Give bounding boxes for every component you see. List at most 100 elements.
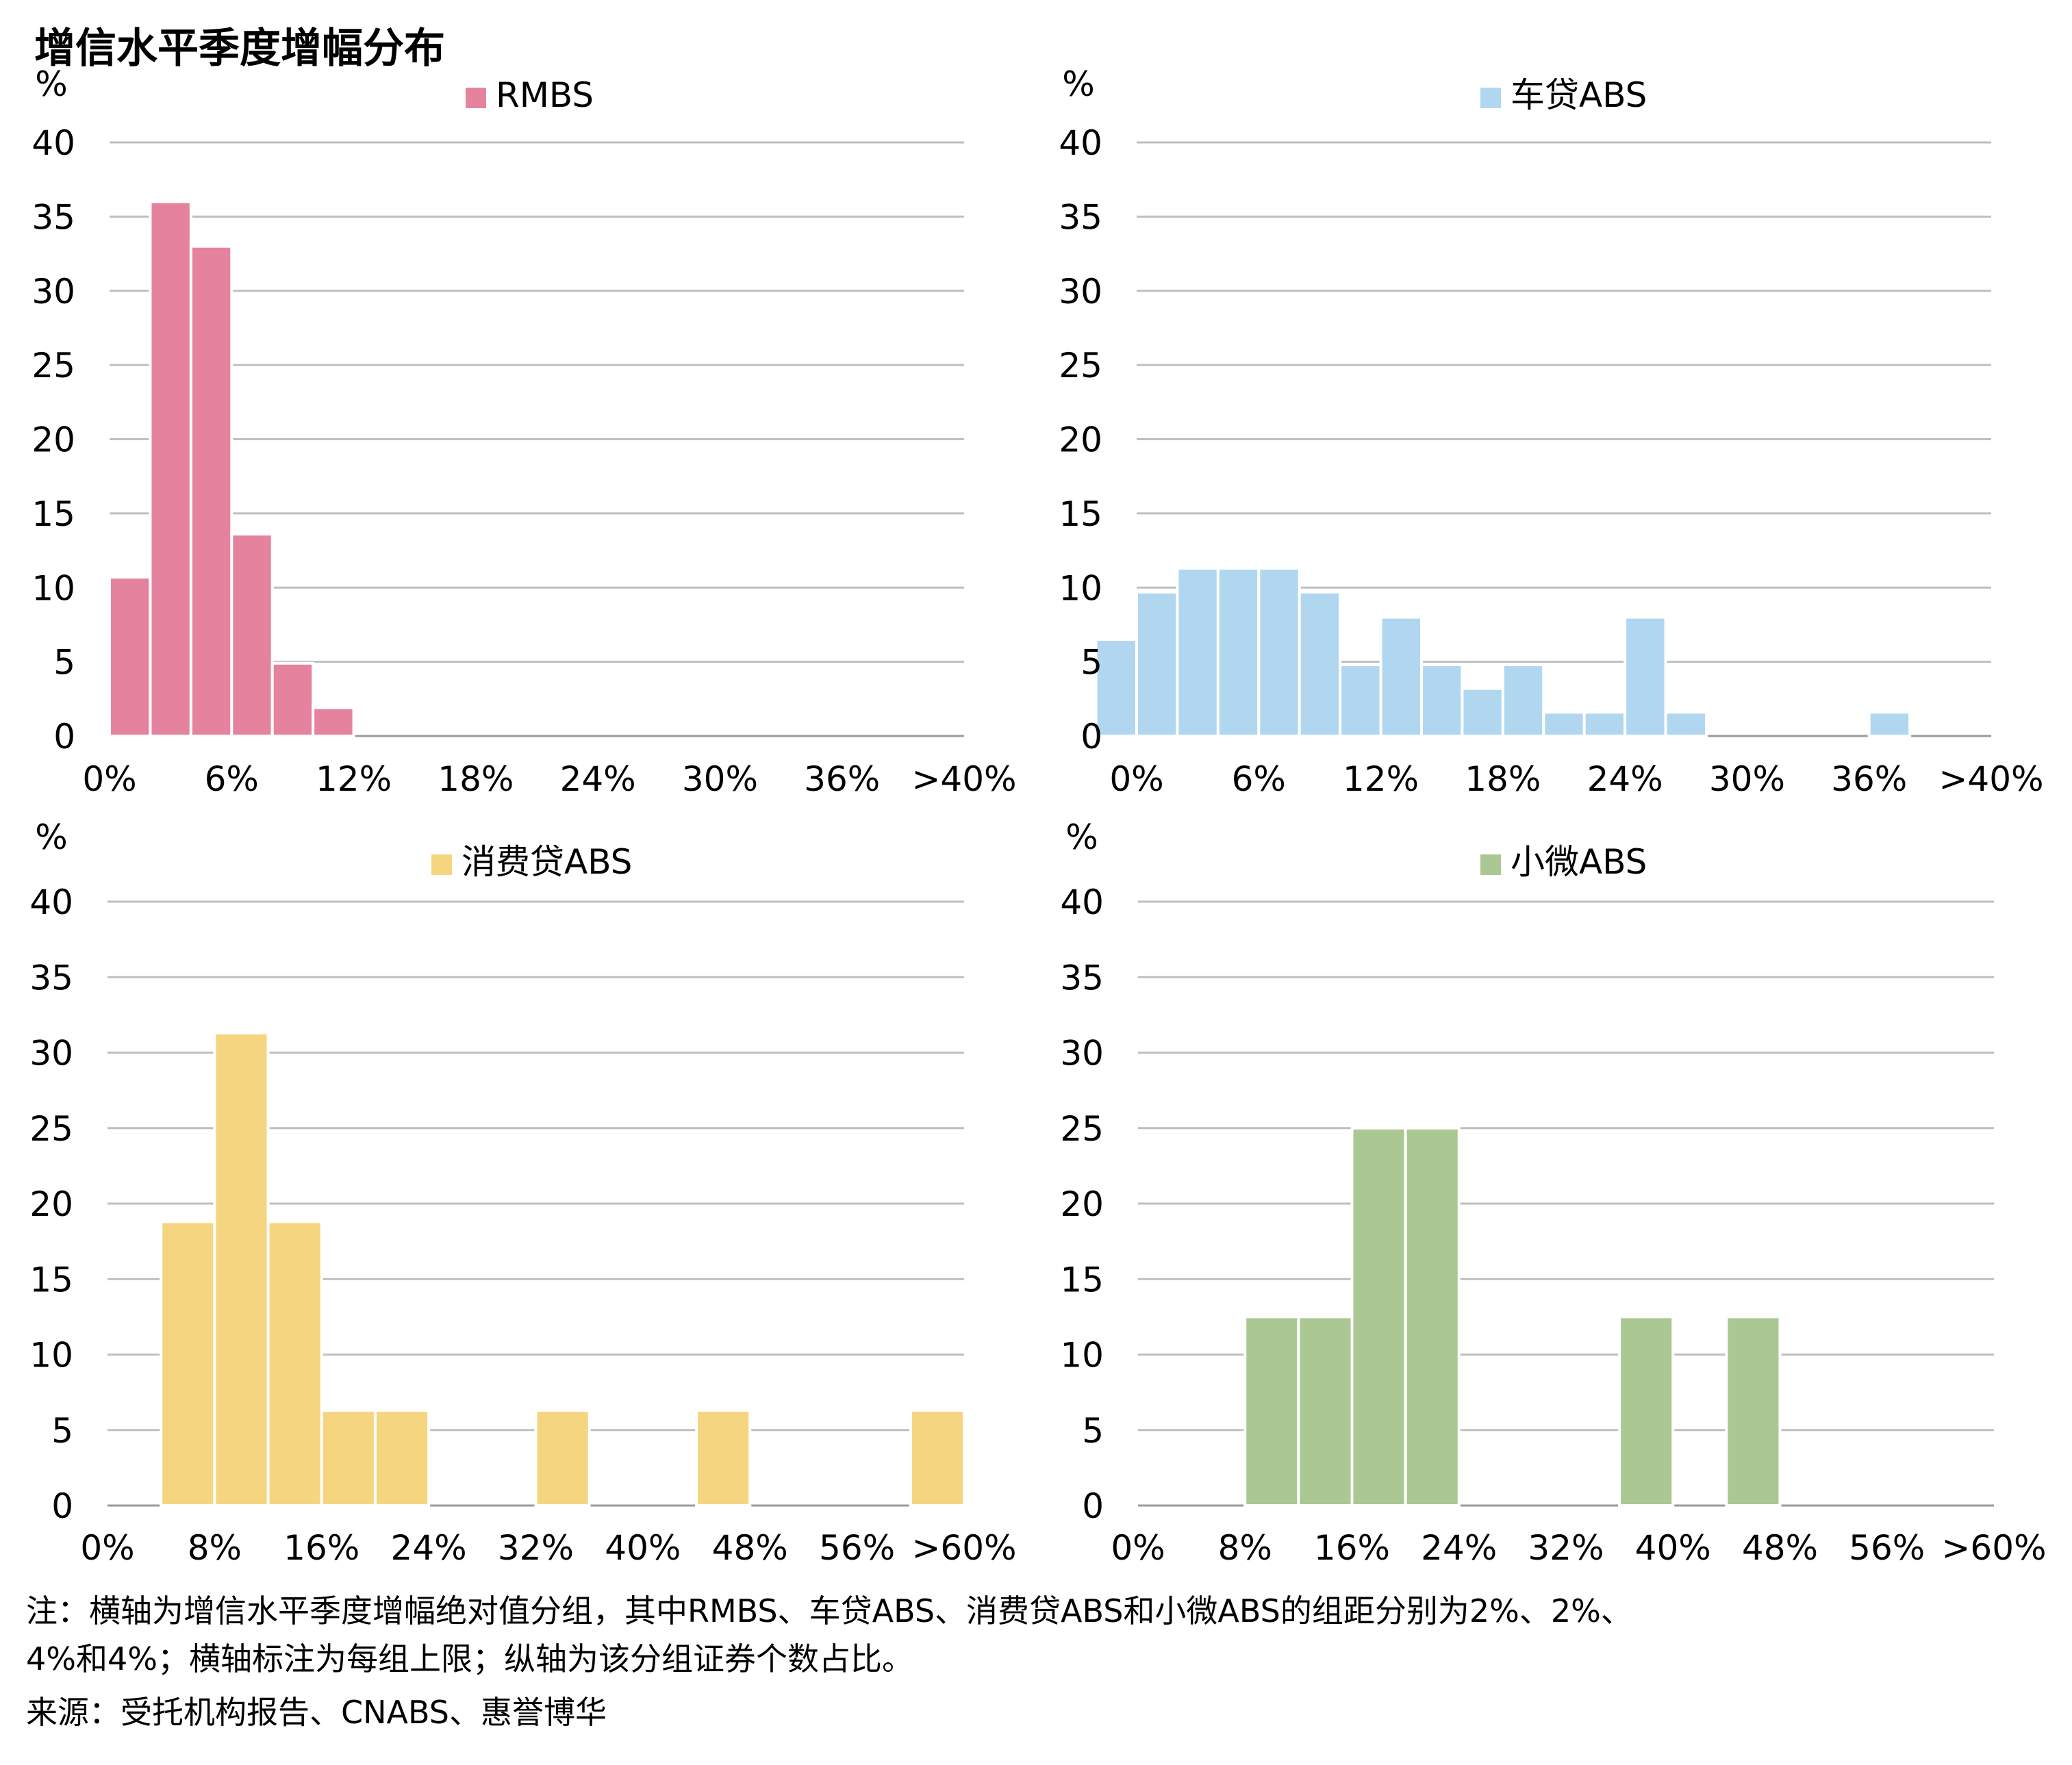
histogram-bar [1404, 1126, 1461, 1507]
x-tick-label: 0% [82, 759, 136, 799]
x-tick-label: 40% [605, 1528, 681, 1568]
x-tick-label: 12% [316, 759, 392, 799]
histogram-bar [1420, 663, 1464, 738]
histogram-bar [230, 533, 274, 737]
x-tick-label: 6% [205, 759, 259, 799]
x-tick-label: 0% [1109, 759, 1163, 799]
x-tick-label: 32% [1528, 1528, 1604, 1568]
y-tick-label: 10 [1059, 568, 1102, 608]
y-tick-label: 10 [31, 568, 75, 608]
y-tick-label: 20 [31, 420, 75, 460]
x-tick-label: 48% [1742, 1528, 1818, 1568]
y-unit-label: % [1065, 817, 1098, 857]
y-tick-label: 20 [1059, 420, 1102, 460]
x-tick-label: >60% [911, 1528, 1016, 1568]
x-tick-label: 56% [819, 1528, 895, 1568]
legend-swatch [1480, 854, 1501, 875]
histogram-bar [1298, 590, 1342, 737]
histogram-bar [149, 200, 192, 737]
y-tick-label: 5 [1081, 643, 1102, 683]
y-tick-label: 25 [31, 346, 75, 385]
y-tick-label: 40 [1060, 882, 1104, 922]
x-tick-label: 8% [188, 1528, 242, 1568]
x-tick-label: 8% [1218, 1528, 1272, 1568]
histogram-bar [534, 1409, 591, 1507]
y-tick-label: 35 [31, 197, 75, 237]
y-tick-label: 10 [29, 1336, 73, 1375]
histogram-bar [695, 1409, 752, 1507]
histogram-bar [320, 1409, 377, 1507]
x-tick-label: 16% [1314, 1528, 1390, 1568]
y-unit-label: % [1062, 64, 1095, 104]
histogram-bar [909, 1409, 965, 1507]
y-tick-label: 5 [53, 643, 75, 683]
y-tick-label: 25 [29, 1109, 73, 1149]
histogram-bar [1176, 567, 1220, 738]
y-unit-label: % [35, 64, 68, 104]
y-tick-label: 0 [1082, 1486, 1104, 1526]
y-tick-label: 35 [1060, 958, 1104, 998]
chart-title: 增信水平季度增幅分布 [34, 25, 445, 73]
x-tick-label: 56% [1849, 1528, 1925, 1568]
y-tick-label: 15 [29, 1260, 73, 1299]
y-tick-label: 10 [1060, 1336, 1104, 1375]
x-tick-label: 48% [712, 1528, 788, 1568]
legend-swatch [431, 854, 452, 875]
histogram-bar [1618, 1315, 1675, 1507]
y-tick-label: 15 [1059, 494, 1102, 534]
y-tick-label: 30 [1059, 272, 1102, 312]
histogram-bar [1624, 615, 1667, 737]
footnote-line-2: 4%和4%；横轴标注为每组上限；纵轴为该分组证券个数占比。 [26, 1640, 913, 1677]
x-tick-label: 12% [1343, 759, 1419, 799]
x-tick-label: >40% [1938, 759, 2043, 799]
histogram-bar [1297, 1315, 1354, 1507]
y-tick-label: 30 [29, 1034, 73, 1074]
legend-label: 小微ABS [1511, 842, 1647, 882]
histogram-bar [1216, 567, 1261, 738]
histogram-bar [1257, 567, 1301, 738]
legend-label: RMBS [496, 75, 594, 115]
histogram-bar [1582, 711, 1627, 737]
histogram-bar [160, 1220, 216, 1507]
histogram-bar [1243, 1315, 1300, 1507]
y-unit-label: % [35, 817, 68, 857]
y-tick-label: 0 [1081, 717, 1102, 757]
y-tick-label: 30 [31, 272, 75, 312]
y-tick-label: 5 [1082, 1411, 1104, 1451]
legend-label: 车贷ABS [1511, 75, 1647, 115]
histogram-bar [1867, 711, 1912, 737]
x-tick-label: 24% [560, 759, 636, 799]
histogram-bar [1725, 1315, 1782, 1507]
y-tick-label: 15 [1060, 1260, 1104, 1299]
histogram-bar [1350, 1126, 1407, 1507]
y-tick-label: 40 [29, 882, 73, 922]
legend-swatch [466, 88, 486, 108]
histogram-bar [373, 1409, 431, 1507]
y-tick-label: 35 [1059, 197, 1102, 237]
y-tick-label: 30 [1060, 1034, 1104, 1074]
x-tick-label: 40% [1635, 1528, 1711, 1568]
x-tick-label: 6% [1232, 759, 1286, 799]
x-tick-label: 30% [1709, 759, 1785, 799]
x-tick-label: 36% [804, 759, 880, 799]
y-tick-label: 15 [31, 494, 75, 534]
y-tick-label: 25 [1060, 1109, 1104, 1149]
histogram-bar [1379, 615, 1423, 737]
y-tick-label: 0 [53, 717, 75, 757]
histogram-bar [1664, 711, 1708, 737]
x-tick-label: 24% [1421, 1528, 1497, 1568]
x-tick-label: >40% [911, 759, 1016, 799]
histogram-bar [266, 1220, 323, 1507]
histogram-bar [1461, 687, 1504, 738]
histogram-bar [108, 576, 152, 738]
histogram-bar [213, 1031, 270, 1507]
y-tick-label: 5 [51, 1411, 73, 1451]
y-tick-label: 40 [1059, 123, 1102, 163]
y-tick-label: 20 [29, 1184, 73, 1224]
x-tick-label: 0% [80, 1528, 134, 1568]
source-note: 来源：受托机构报告、CNABS、惠誉博华 [26, 1694, 607, 1731]
x-tick-label: 18% [438, 759, 514, 799]
y-tick-label: 35 [29, 958, 73, 998]
x-tick-label: 0% [1111, 1528, 1165, 1568]
legend-label: 消费贷ABS [462, 842, 632, 882]
